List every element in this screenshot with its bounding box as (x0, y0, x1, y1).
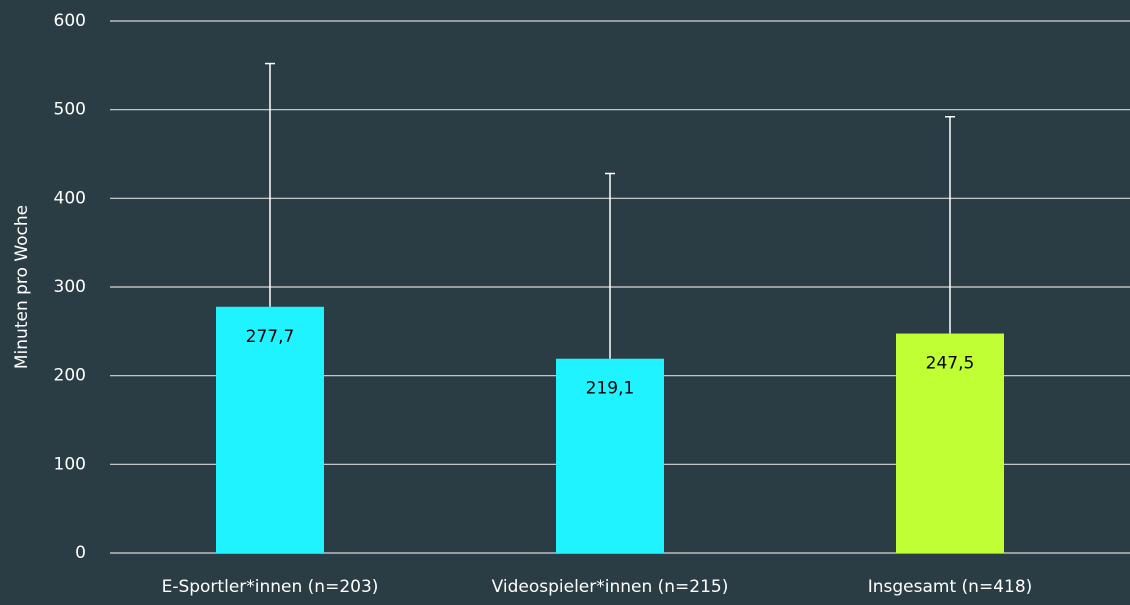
bar (216, 306, 324, 553)
y-tick-label: 200 (54, 366, 86, 386)
bar (556, 358, 664, 553)
value-label: 247,5 (926, 354, 975, 374)
bar (896, 333, 1004, 553)
y-tick-label: 300 (54, 277, 86, 297)
y-tick-label: 400 (54, 188, 86, 208)
x-tick-label: E-Sportler*innen (n=203) (162, 577, 379, 597)
y-tick-label: 600 (54, 11, 86, 31)
value-label: 277,7 (246, 327, 295, 347)
value-label: 219,1 (586, 379, 635, 399)
x-tick-label: Videospieler*innen (n=215) (492, 577, 729, 597)
x-tick-label: Insgesamt (n=418) (868, 577, 1033, 597)
y-tick-label: 100 (54, 454, 86, 474)
y-axis-label: Minuten pro Woche (12, 205, 32, 369)
y-tick-label: 0 (75, 543, 86, 563)
y-tick-label: 500 (54, 100, 86, 120)
